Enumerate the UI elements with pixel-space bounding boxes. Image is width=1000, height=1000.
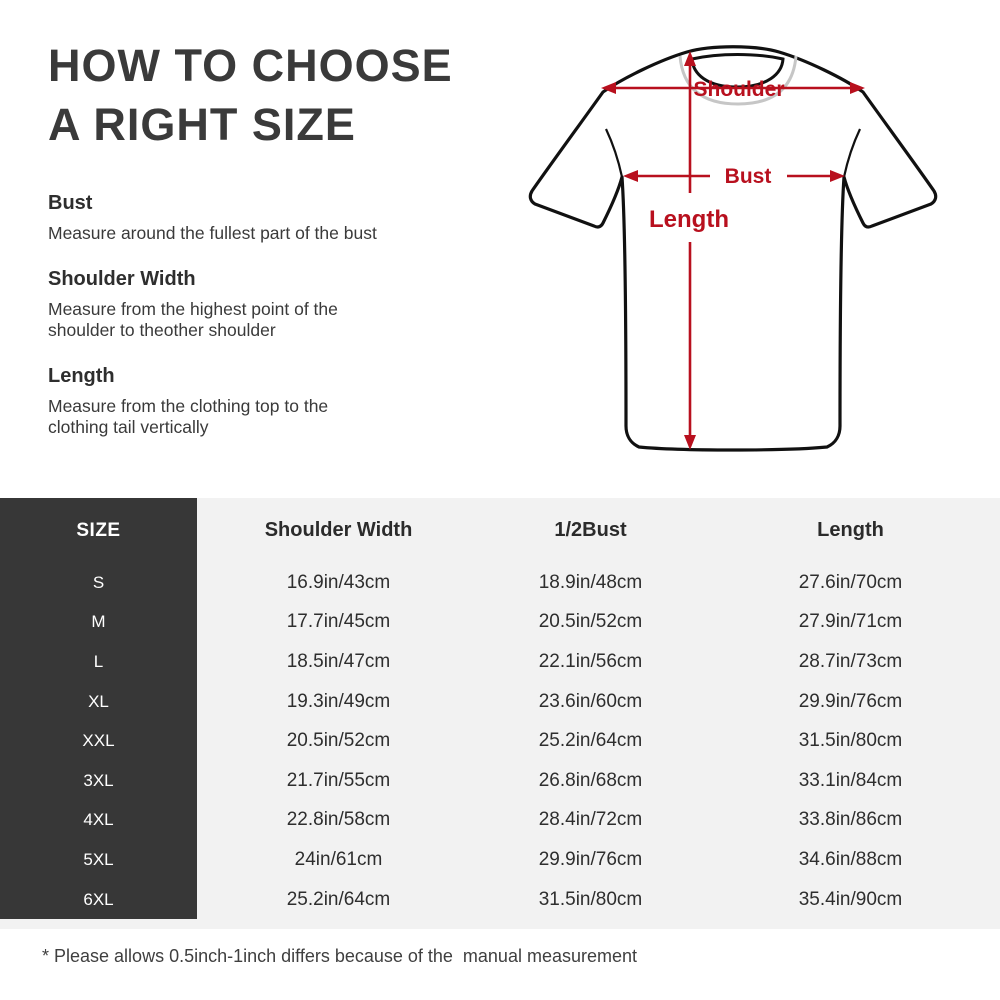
size-row-label: M <box>0 602 197 643</box>
size-row-shoulder: 22.8in/58cm <box>286 809 391 831</box>
size-row-label: L <box>0 642 197 682</box>
collar-shadow-arc <box>678 55 798 106</box>
size-row-length: 35.4in/90cm <box>798 888 903 910</box>
shoulder-arrow <box>601 82 865 94</box>
size-row-half-bust: 23.6in/60cm <box>538 690 643 712</box>
size-row-length: 31.5in/80cm <box>798 730 903 752</box>
size-row-half-bust: 29.9in/76cm <box>538 848 643 870</box>
instruction-shoulder-width: Shoulder Width Measure from the highest … <box>48 268 468 342</box>
size-row-length: 27.9in/71cm <box>798 611 903 633</box>
instruction-length: Length Measure from the clothing top to … <box>48 365 468 439</box>
size-row-label: 3XL <box>0 760 197 801</box>
instruction-shoulder-text: Measure from the highest point of the sh… <box>48 298 338 341</box>
length-label: Length <box>649 206 729 233</box>
size-row-shoulder: 24in/61cm <box>294 848 383 870</box>
size-row-label: 6XL <box>0 879 197 920</box>
length-arrow <box>684 51 696 450</box>
size-row-half-bust: 18.9in/48cm <box>538 571 643 593</box>
size-row-shoulder: 25.2in/64cm <box>286 888 391 910</box>
measurement-disclaimer: * Please allows 0.5inch-1inch differs be… <box>42 946 638 966</box>
size-table: SIZE Shoulder Width 1/2Bust Length S 16.… <box>0 498 1000 929</box>
tshirt-measurement-diagram: Shoulder Bust Length <box>505 30 975 470</box>
size-row-half-bust: 31.5in/80cm <box>538 888 643 910</box>
size-table-header-length: Length <box>817 519 884 541</box>
size-row-shoulder: 19.3in/49cm <box>286 690 391 712</box>
size-row-shoulder: 20.5in/52cm <box>286 730 391 752</box>
instruction-bust: Bust Measure around the fullest part of … <box>48 192 468 245</box>
size-table-header-shoulder-width: Shoulder Width <box>264 519 413 541</box>
measurement-instructions: Bust Measure around the fullest part of … <box>48 192 468 462</box>
tshirt-diagram-svg: Shoulder Bust Length <box>528 45 938 452</box>
size-table-header-size: SIZE <box>0 498 197 563</box>
size-row-label: XXL <box>0 721 197 761</box>
size-row-label: 5XL <box>0 840 197 880</box>
size-row-length: 33.1in/84cm <box>798 769 903 791</box>
size-row-length: 34.6in/88cm <box>798 848 903 870</box>
size-row-length: 27.6in/70cm <box>798 571 903 593</box>
instruction-length-text: Measure from the clothing top to the clo… <box>48 395 329 438</box>
size-row-half-bust: 22.1in/56cm <box>538 650 643 672</box>
instruction-bust-heading: Bust <box>48 192 93 214</box>
tshirt-outline <box>528 45 938 452</box>
size-row-half-bust: 28.4in/72cm <box>538 809 643 831</box>
size-row-label: S <box>0 563 197 603</box>
bust-label: Bust <box>725 165 772 188</box>
page-title-line1: HOW TO CHOOSE <box>48 40 453 91</box>
size-row-half-bust: 20.5in/52cm <box>538 611 643 633</box>
collar-opening <box>690 53 785 89</box>
size-row-half-bust: 25.2in/64cm <box>538 730 643 752</box>
instruction-bust-text: Measure around the fullest part of the b… <box>48 223 377 243</box>
page-title-line2: A RIGHT SIZE <box>48 99 356 150</box>
instruction-length-heading: Length <box>48 364 115 387</box>
size-row-length: 29.9in/76cm <box>798 690 903 712</box>
right-armhole-seam <box>842 128 861 178</box>
size-row-shoulder: 16.9in/43cm <box>286 571 391 593</box>
size-table-header-half-bust: 1/2Bust <box>554 519 627 541</box>
size-row-label: XL <box>0 681 197 722</box>
size-row-length: 28.7in/73cm <box>798 650 903 672</box>
instruction-shoulder-heading: Shoulder Width <box>48 267 196 290</box>
size-row-shoulder: 18.5in/47cm <box>286 650 391 672</box>
size-row-label: 4XL <box>0 800 197 841</box>
page-title: HOW TO CHOOSE A RIGHT SIZE <box>48 36 453 154</box>
shoulder-label: Shoulder <box>693 78 784 101</box>
size-row-half-bust: 26.8in/68cm <box>538 769 643 791</box>
bust-arrow <box>623 170 845 182</box>
left-armhole-seam <box>605 128 624 178</box>
size-row-shoulder: 17.7in/45cm <box>286 611 391 633</box>
size-row-length: 33.8in/86cm <box>798 809 903 831</box>
size-row-shoulder: 21.7in/55cm <box>286 769 391 791</box>
